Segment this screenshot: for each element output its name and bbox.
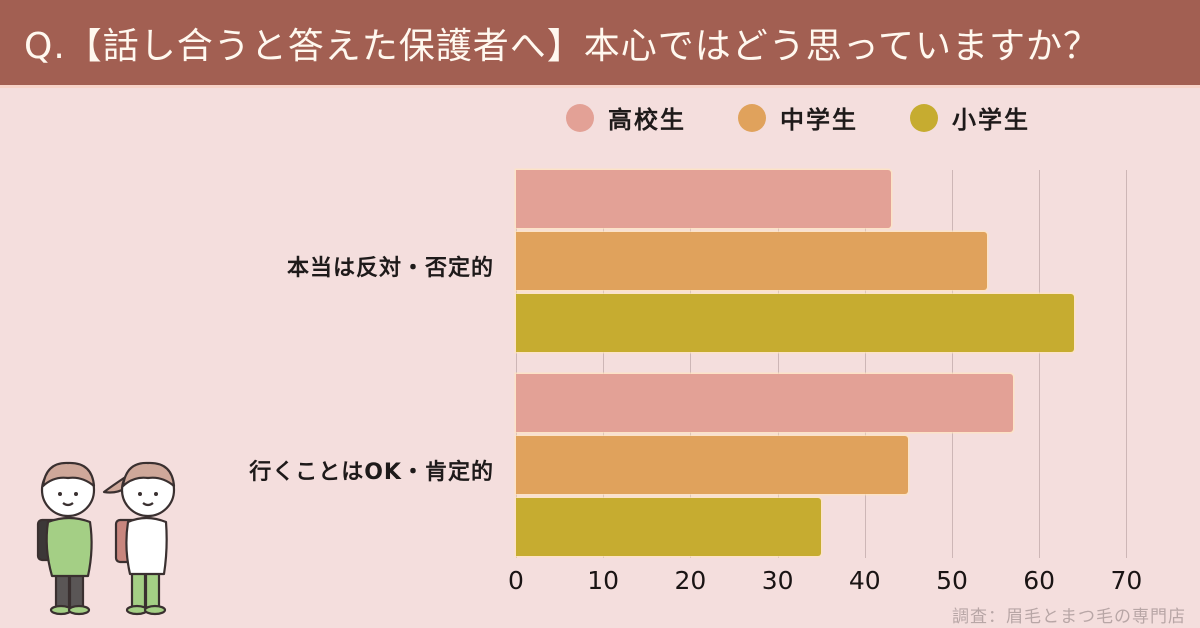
gridline xyxy=(603,170,605,558)
legend-dot-icon xyxy=(910,103,938,132)
x-tick-label: 50 xyxy=(936,566,968,595)
x-tick-label: 60 xyxy=(1023,566,1056,595)
chart-title: Q.【話し合うと答えた保護者へ】本心ではどう思っていますか？ xyxy=(24,25,1100,67)
x-tick-label: 30 xyxy=(761,566,794,595)
y-axis-line xyxy=(516,170,517,558)
legend-dot-icon xyxy=(566,103,594,132)
legend-label: 小学生 xyxy=(952,106,1030,134)
legend-item-junior-high: 中学生 xyxy=(738,100,858,135)
legend-label: 高校生 xyxy=(608,106,686,134)
legend-item-high-school: 高校生 xyxy=(566,100,686,135)
legend: 高校生 中学生 小学生 xyxy=(566,100,1082,135)
x-tick-label: 70 xyxy=(1110,566,1143,595)
boy-icon xyxy=(36,461,96,616)
x-tick-label: 10 xyxy=(587,566,620,595)
x-tick-label: 0 xyxy=(508,566,524,595)
source-credit: 調査：眉毛とまつ毛の専門店 xyxy=(952,607,1186,627)
category-label-ok: 行くことはOK・肯定的 xyxy=(249,460,494,485)
legend-dot-icon xyxy=(738,103,766,132)
girl-icon xyxy=(102,461,176,616)
category-label-against: 本当は反対・否定的 xyxy=(286,256,494,281)
legend-label: 中学生 xyxy=(780,106,858,134)
bar xyxy=(516,294,1075,352)
gridline xyxy=(864,170,866,558)
gridline xyxy=(1039,170,1041,558)
legend-item-elementary: 小学生 xyxy=(910,100,1030,135)
bar xyxy=(516,170,891,228)
header-banner: Q.【話し合うと答えた保護者へ】本心ではどう思っていますか？ xyxy=(0,0,1200,85)
gridline xyxy=(1126,170,1128,558)
gridline xyxy=(777,170,779,558)
x-tick-label: 40 xyxy=(848,566,881,595)
plot-area xyxy=(516,170,1156,558)
bar xyxy=(516,374,1014,432)
gridline xyxy=(952,170,953,558)
bar xyxy=(516,232,987,290)
x-tick-label: 20 xyxy=(674,566,707,595)
bar xyxy=(516,436,909,494)
schoolchildren-illustration xyxy=(36,461,176,616)
header-divider xyxy=(0,85,1200,88)
gridline xyxy=(690,170,692,558)
bar xyxy=(516,498,822,556)
